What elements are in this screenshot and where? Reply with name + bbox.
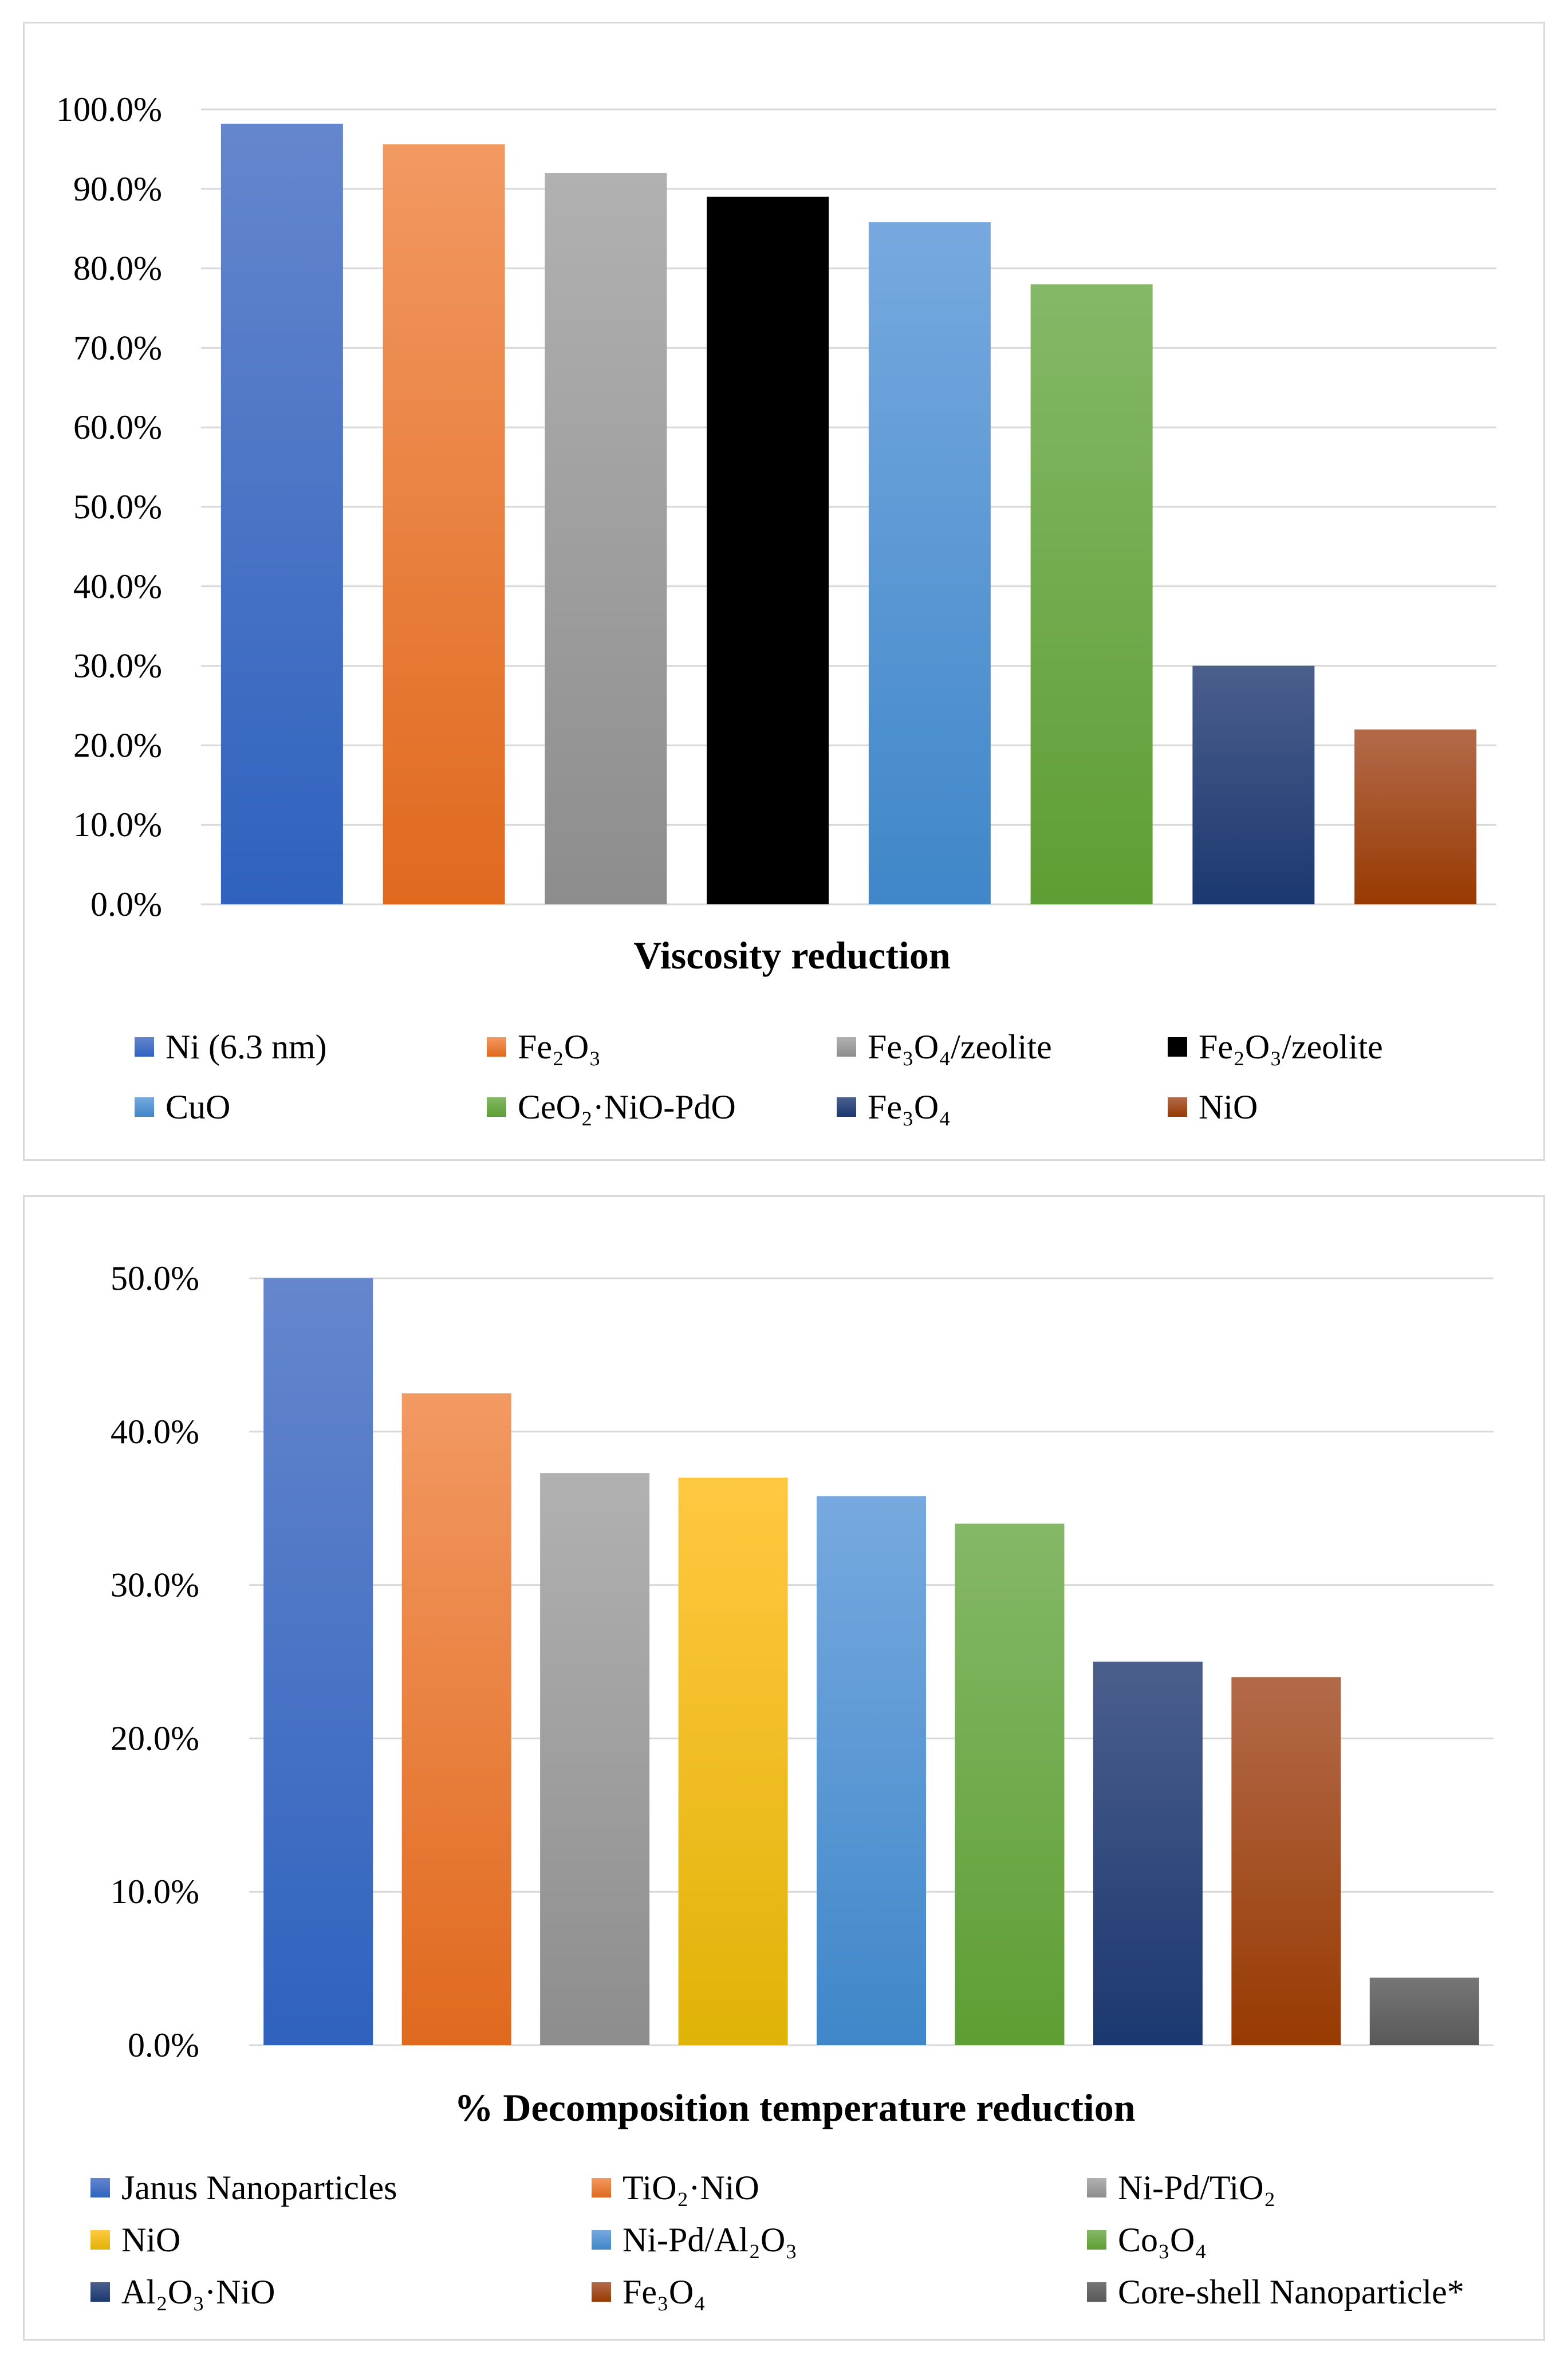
legend-swatch	[1087, 2178, 1106, 2197]
legend-item: Fe₂O₃	[487, 1030, 601, 1064]
y-tick-label: 0.0%	[90, 885, 162, 923]
legend-label: Janus Nanoparticles	[121, 2169, 397, 2207]
legend-item: Janus Nanoparticles	[90, 2171, 397, 2205]
legend-item: Co₃O₄	[1087, 2223, 1207, 2257]
legend-item: CuO	[135, 1090, 230, 1124]
bar	[401, 1393, 511, 2045]
bar	[540, 1473, 650, 2045]
legend-swatch	[90, 2282, 110, 2302]
legend-swatch	[487, 1037, 506, 1057]
legend-label: Co₃O₄	[1118, 2221, 1207, 2259]
legend-swatch	[592, 2178, 611, 2197]
bar	[545, 173, 667, 904]
bar	[383, 144, 505, 904]
y-tick-label: 50.0%	[73, 488, 162, 526]
viscosity-chart-svg: Viscosity reduction 0.0% 10.0% 20.0% 30.0% 4…	[56, 90, 1496, 977]
y-tick-label: 40.0%	[111, 1413, 199, 1451]
bar	[1030, 284, 1153, 904]
y-tick-label: 0.0%	[128, 2026, 199, 2064]
chart-title: % Decomposition temperature reduction	[454, 2086, 1135, 2129]
legend-item: Fe₃O₄/zeolite	[837, 1030, 1052, 1064]
bar	[220, 123, 343, 904]
legend-swatch	[487, 1097, 506, 1117]
legend-label: NiO	[1199, 1088, 1258, 1126]
legend-item: Core-shell Nanoparticle*	[1087, 2275, 1464, 2309]
bar	[1231, 1677, 1341, 2045]
legend-label: Fe₃O₄	[868, 1088, 951, 1126]
legend-item: NiO	[1168, 1090, 1258, 1124]
y-tick-label: 20.0%	[73, 726, 162, 764]
legend-item: CeO₂·NiO-PdO	[487, 1090, 736, 1124]
y-tick-label: 20.0%	[111, 1719, 199, 1757]
y-tick-label: 100.0%	[56, 90, 162, 128]
legend-item: Fe₃O₄	[837, 1090, 951, 1124]
y-tick-label: 30.0%	[73, 647, 162, 685]
bar	[1369, 1978, 1479, 2045]
legend-swatch	[90, 2230, 110, 2250]
y-tick-label: 10.0%	[73, 806, 162, 844]
legend-swatch	[837, 1097, 856, 1117]
legend-item: Ni (6.3 nm)	[135, 1030, 327, 1064]
legend-label: Al₂O₃·NiO	[121, 2273, 275, 2311]
bar	[1192, 665, 1315, 904]
legend-label: Core-shell Nanoparticle*	[1118, 2273, 1464, 2311]
legend-label: Fe₃O₄/zeolite	[868, 1028, 1052, 1066]
legend-label: NiO	[121, 2221, 181, 2259]
legend-label: CeO₂·NiO-PdO	[518, 1088, 736, 1126]
bar	[263, 1278, 373, 2045]
legend-swatch	[592, 2282, 611, 2302]
y-tick-label: 40.0%	[73, 568, 162, 605]
bar	[955, 1523, 1065, 2045]
legend-label: CuO	[166, 1088, 231, 1126]
y-tick-label: 80.0%	[73, 250, 162, 288]
legend-item: Ni-Pd/TiO₂	[1087, 2171, 1275, 2205]
bar	[1093, 1661, 1203, 2045]
y-tick-label: 10.0%	[111, 1873, 199, 1911]
legend-swatch	[135, 1097, 154, 1117]
decomposition-chart-panel: % Decomposition temperature reduction 0.…	[23, 1195, 1545, 2341]
bar	[817, 1496, 926, 2045]
legend-label: Ni-Pd/Al₂O₃	[623, 2221, 798, 2259]
legend-label: Fe₂O₃	[518, 1028, 601, 1066]
legend-swatch	[1087, 2282, 1106, 2302]
y-tick-label: 90.0%	[73, 170, 162, 208]
legend-item: Ni-Pd/Al₂O₃	[592, 2223, 797, 2257]
y-tick-label: 60.0%	[73, 408, 162, 446]
legend-swatch	[1168, 1097, 1187, 1117]
chart-title: Viscosity reduction	[633, 934, 950, 977]
legend-label: Ni (6.3 nm)	[166, 1028, 327, 1066]
legend-item: Al₂O₃·NiO	[90, 2275, 275, 2309]
decomposition-chart-svg: % Decomposition temperature reduction 0.…	[111, 1259, 1494, 2129]
bar	[1354, 729, 1477, 904]
legend-swatch	[592, 2230, 611, 2250]
legend-swatch	[90, 2178, 110, 2197]
y-tick-label: 50.0%	[111, 1259, 199, 1297]
legend-item: Fe₂O₃/zeolite	[1168, 1030, 1383, 1064]
legend-swatch	[1087, 2230, 1106, 2250]
legend-label: Ni-Pd/TiO₂	[1118, 2169, 1276, 2207]
bar	[707, 196, 829, 905]
legend-label: TiO₂·NiO	[623, 2169, 759, 2207]
bar	[868, 222, 991, 905]
legend-swatch	[837, 1037, 856, 1057]
legend-label: Fe₃O₄	[623, 2273, 706, 2311]
y-tick-label: 70.0%	[73, 329, 162, 367]
legend-item: NiO	[90, 2223, 180, 2257]
legend-swatch	[1168, 1037, 1187, 1057]
legend-item: TiO₂·NiO	[592, 2171, 759, 2205]
viscosity-chart-panel: Viscosity reduction 0.0% 10.0% 20.0% 30.0% 4…	[23, 22, 1545, 1161]
bar	[678, 1478, 788, 2045]
legend-swatch	[135, 1037, 154, 1057]
y-tick-label: 30.0%	[111, 1566, 199, 1604]
legend-label: Fe₂O₃/zeolite	[1199, 1028, 1383, 1066]
legend-item: Fe₃O₄	[592, 2275, 706, 2309]
